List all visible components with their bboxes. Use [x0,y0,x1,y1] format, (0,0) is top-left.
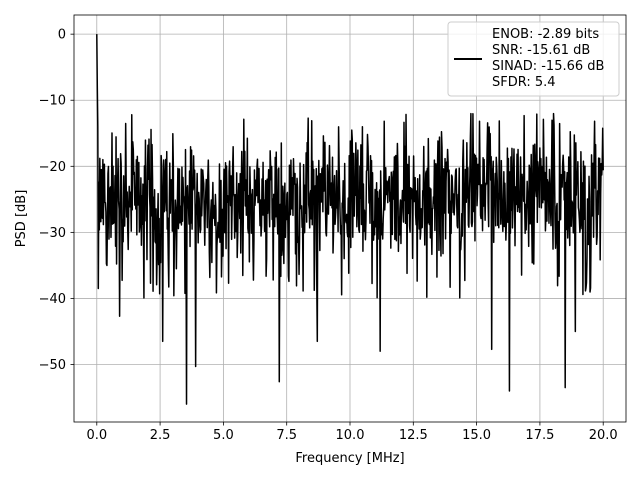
psd-line [96,34,604,405]
x-tick-label: 5.0 [213,428,234,443]
x-axis: 0.0 2.5 5.0 7.5 10.0 12.5 15.0 17.5 20.0 [86,422,618,443]
legend-text-snr: SNR: -15.61 dB [492,43,590,58]
x-tick-label: 20.0 [589,428,618,443]
y-tick-label: −30 [39,226,66,241]
y-tick-label: −10 [39,94,66,109]
x-tick-label: 10.0 [336,428,365,443]
x-tick-label: 2.5 [150,428,171,443]
x-tick-label: 17.5 [525,428,554,443]
legend-box [447,21,620,97]
legend: ENOB: -2.89 bits SNR: -15.61 dB SINAD: -… [447,21,620,97]
y-tick-label: −20 [39,160,66,175]
y-tick-label: 0 [58,28,66,43]
y-axis-label: PSD [dB] [14,190,29,248]
x-axis-label: Frequency [MHz] [295,451,404,466]
plot-lines [96,34,604,405]
y-tick-label: −50 [39,358,66,373]
legend-text-sfdr: SFDR: 5.4 [492,75,556,90]
x-tick-label: 0.0 [86,428,107,443]
y-axis: 0 −10 −20 −30 −40 −50 [39,28,74,373]
legend-text-sinad: SINAD: -15.66 dB [492,59,604,74]
legend-text-enob: ENOB: -2.89 bits [492,27,599,42]
x-tick-label: 7.5 [276,428,297,443]
x-tick-label: 12.5 [399,428,428,443]
y-tick-label: −40 [39,292,66,307]
x-tick-label: 15.0 [462,428,491,443]
